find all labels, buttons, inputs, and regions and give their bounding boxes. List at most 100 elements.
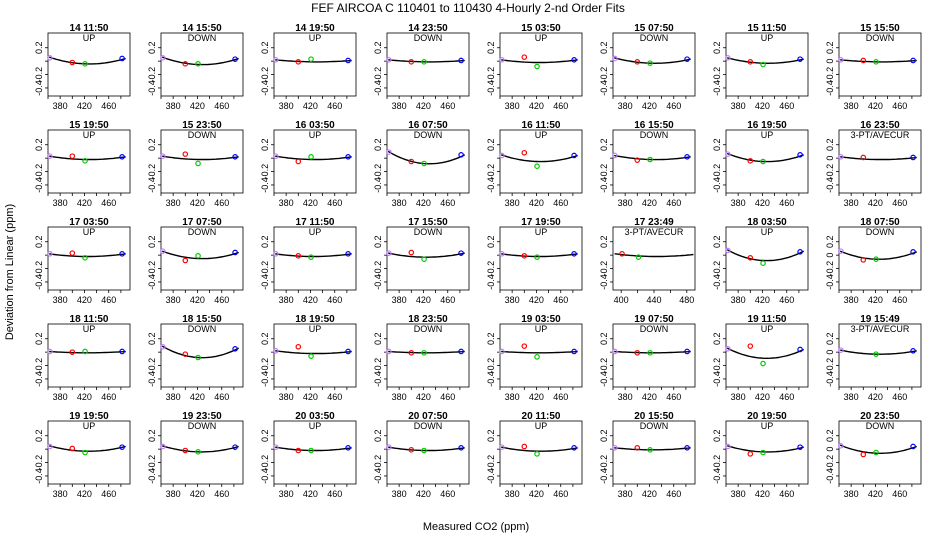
data-point xyxy=(47,54,53,61)
y-tick-label: -0.2 xyxy=(147,67,157,83)
y-tick-label: -0.4 xyxy=(825,274,835,290)
data-point xyxy=(725,54,731,61)
y-tick-label: -0.4 xyxy=(599,80,609,96)
data-point xyxy=(195,160,201,167)
y-tick-label: 0.2 xyxy=(34,138,44,151)
data-point xyxy=(838,442,844,449)
x-tick-label: 460 xyxy=(779,295,794,305)
data-point xyxy=(725,345,731,352)
y-tick-label: 0.2 xyxy=(260,235,270,248)
data-point xyxy=(634,59,641,65)
y-tick-label: -0.4 xyxy=(825,371,835,387)
panel-title: 20 23:50 xyxy=(860,411,900,422)
x-tick-label: 460 xyxy=(327,295,342,305)
panel: 17 23:493-PT/AVECUR 0.2 -0.2-0.4 400 440 480 xyxy=(599,217,696,305)
x-tick-label: 380 xyxy=(731,101,746,111)
y-tick-label: -0.2 xyxy=(599,455,609,471)
y-tick-label: 0.2 xyxy=(599,332,609,345)
plot-frame xyxy=(725,226,809,291)
x-tick-label: 380 xyxy=(505,489,520,499)
y-tick-label: -0.4 xyxy=(260,177,270,193)
data-point xyxy=(308,56,314,62)
panel-subtitle: UP xyxy=(309,324,322,334)
x-tick-label: 460 xyxy=(892,295,907,305)
data-point xyxy=(797,444,803,450)
x-tick-label: 420 xyxy=(868,295,883,305)
plot-frame xyxy=(386,32,470,97)
data-point xyxy=(647,60,653,66)
x-tick-label: 380 xyxy=(279,198,294,208)
plot-frame xyxy=(386,420,470,485)
data-point xyxy=(295,158,302,165)
panel-title: 15 23:50 xyxy=(182,120,222,131)
data-point xyxy=(458,445,464,451)
panel-title: 20 07:50 xyxy=(408,411,448,422)
data-point xyxy=(797,248,803,255)
data-point xyxy=(69,59,76,66)
data-point xyxy=(910,154,916,161)
data-point xyxy=(273,57,279,63)
fit-curve xyxy=(275,155,352,161)
y-tick-label: -0.2 xyxy=(712,164,722,180)
panel-subtitle: DOWN xyxy=(188,324,217,334)
y-tick-label: -0.2 xyxy=(260,164,270,180)
y-tick-label: 0.2 xyxy=(712,235,722,248)
data-point xyxy=(69,153,76,159)
data-point xyxy=(119,444,125,450)
data-point xyxy=(760,158,766,165)
plot-frame xyxy=(499,420,583,485)
data-point xyxy=(635,254,642,260)
y-tick-label: -0.4 xyxy=(599,468,609,484)
y-tick-label: 0.2 xyxy=(147,138,157,151)
panel-subtitle: UP xyxy=(535,33,548,43)
data-point xyxy=(634,445,641,451)
x-tick-label: 420 xyxy=(642,198,657,208)
data-point xyxy=(499,251,505,257)
plot-frame xyxy=(47,32,131,97)
y-tick-label: 0.2 xyxy=(147,235,157,248)
panel-subtitle: DOWN xyxy=(188,130,217,140)
y-tick-label: -0.4 xyxy=(260,80,270,96)
fit-curve xyxy=(726,347,804,359)
data-point xyxy=(421,59,427,65)
data-point xyxy=(634,157,641,163)
y-tick-label: -0.2 xyxy=(825,164,835,180)
y-tick-label: 0.2 xyxy=(825,235,835,248)
x-tick-label: 460 xyxy=(553,295,568,305)
panel-subtitle: DOWN xyxy=(188,227,217,237)
y-tick-label: -0.2 xyxy=(712,67,722,83)
x-tick-label: 380 xyxy=(392,295,407,305)
data-point xyxy=(873,449,879,456)
panel-title: 19 19:50 xyxy=(69,411,109,422)
panel-title: 18 03:50 xyxy=(747,217,787,228)
y-tick-label: -0.4 xyxy=(34,371,44,387)
panel-subtitle: UP xyxy=(761,324,774,334)
panel-title: 14 23:50 xyxy=(408,23,448,34)
panel-subtitle: UP xyxy=(535,324,548,334)
data-point xyxy=(82,449,88,456)
panel-title: 18 23:50 xyxy=(408,314,448,325)
y-tick-label: 0.2 xyxy=(34,429,44,442)
x-tick-label: 460 xyxy=(553,392,568,402)
x-tick-label: 420 xyxy=(642,101,657,111)
x-tick-label: 400 xyxy=(614,295,629,305)
data-point xyxy=(408,59,415,65)
plot-frame xyxy=(273,226,357,291)
panel-title: 16 19:50 xyxy=(747,120,787,131)
x-tick-label: 420 xyxy=(755,101,770,111)
fit-curve xyxy=(161,250,239,260)
y-tick-label: -0.4 xyxy=(34,80,44,96)
data-point xyxy=(747,158,754,164)
x-tick-label: 420 xyxy=(529,392,544,402)
fit-curve xyxy=(275,59,352,63)
x-tick-label: 460 xyxy=(440,295,455,305)
data-point xyxy=(408,350,415,356)
data-point xyxy=(421,447,427,454)
data-point xyxy=(747,343,754,349)
y-tick-label: -0.2 xyxy=(486,261,496,277)
x-tick-label: 460 xyxy=(214,101,229,111)
x-tick-label: 420 xyxy=(868,198,883,208)
